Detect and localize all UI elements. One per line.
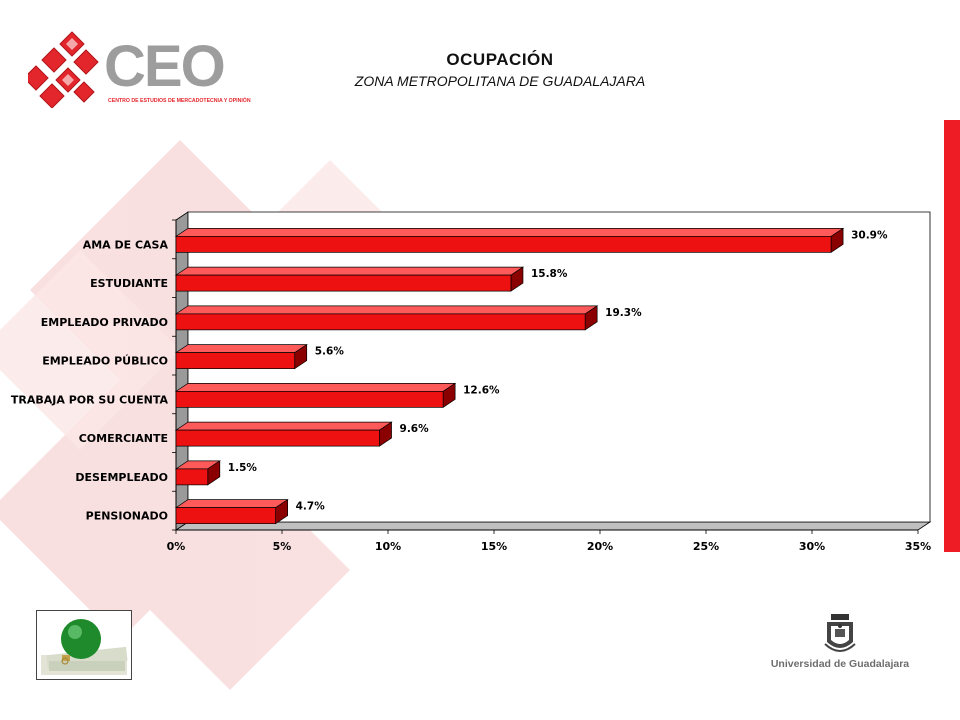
bar-top [174, 228, 845, 237]
chart-title: OCUPACIÓN [446, 50, 554, 69]
green-ornament-on-money-icon [41, 619, 128, 675]
bar-empleado-p-blico [174, 343, 308, 370]
category-label: TRABAJA POR SU CUENTA [11, 393, 169, 406]
bar-front [175, 468, 209, 486]
x-tick-label: 35% [905, 540, 931, 553]
bar-front [175, 274, 512, 292]
bar-chart: AMA DE CASA ESTUDIANTE EMPLEADO PRIVADO EMP… [11, 211, 932, 553]
x-tick-label: 30% [799, 540, 825, 553]
university-name: Universidad de Guadalajara [770, 658, 910, 670]
value-label: 9.6% [400, 423, 430, 435]
bar-front [175, 352, 296, 369]
bar-pensionado [174, 498, 289, 525]
bar-front [175, 429, 380, 447]
bar-top [174, 344, 308, 353]
category-labels: AMA DE CASA ESTUDIANTE EMPLEADO PRIVADO EMP… [11, 238, 169, 522]
bar-top [174, 499, 289, 508]
category-label: PENSIONADO [86, 510, 168, 523]
x-tick-label: 20% [587, 540, 613, 553]
value-label: 12.6% [463, 384, 500, 396]
bar-desempleado [174, 460, 221, 486]
bar-top [174, 421, 393, 431]
value-label: 1.5% [228, 462, 258, 474]
bar-top [174, 305, 599, 315]
category-label: DESEMPLEADO [75, 471, 168, 484]
bar-estudiante [174, 266, 525, 292]
bar-front [175, 391, 444, 408]
logo-tagline: CENTRO DE ESTUDIOS DE MERCADOTECNIA Y OP… [108, 96, 251, 104]
chart-subtitle: ZONA METROPOLITANA DE GUADALAJARA [354, 73, 646, 89]
university-seal-icon [824, 614, 856, 652]
category-label: EMPLEADO PRIVADO [41, 316, 168, 329]
bar-empleado-privado [174, 305, 599, 331]
bar-ama-de-casa [174, 227, 845, 254]
category-label: AMA DE CASA [83, 238, 169, 251]
bars [174, 227, 845, 525]
red-diamond-cluster-icon [28, 31, 99, 108]
red-side-stripe [944, 120, 960, 552]
x-tick-label: 10% [375, 540, 401, 553]
chart-floor [174, 521, 932, 531]
value-label: 4.7% [296, 501, 326, 513]
chart-frame [172, 211, 932, 531]
value-label: 30.9% [851, 229, 888, 241]
bar-top [174, 383, 457, 392]
ceo-logo: CEO CENTRO DE ESTUDIOS DE MERCADOTECNIA … [28, 31, 251, 108]
value-labels: 30.9% 15.8% 19.3% 5.6% 12.6% 9.6% 1.5% 4.7% [228, 229, 888, 512]
x-axis-ticks: 0% 5% 10% 15% 20% 25% 30% 35% [167, 530, 931, 553]
bar-front [175, 507, 276, 524]
bar-front [175, 313, 586, 331]
value-label: 19.3% [605, 307, 642, 319]
chart-back-wall [187, 211, 931, 523]
x-tick-label: 0% [167, 540, 186, 553]
bar-trabaja-por-su-cuenta [174, 382, 457, 409]
bar-front [175, 236, 832, 253]
logo-text: CEO [104, 34, 224, 99]
category-label: COMERCIANTE [79, 432, 168, 445]
value-label: 15.8% [531, 268, 568, 280]
category-label: ESTUDIANTE [90, 277, 168, 290]
x-tick-label: 15% [481, 540, 507, 553]
title-block: OCUPACIÓN ZONA METROPOLITANA DE GUADALAJ… [300, 50, 700, 89]
thumbnail-image [36, 610, 132, 680]
value-label: 5.6% [315, 346, 345, 358]
category-label: EMPLEADO PÚBLICO [42, 355, 168, 368]
x-tick-label: 25% [693, 540, 719, 553]
university-logo: Universidad de Guadalajara [765, 612, 915, 674]
x-tick-label: 5% [273, 540, 292, 553]
bar-comerciante [174, 421, 393, 447]
bar-top [174, 266, 525, 276]
